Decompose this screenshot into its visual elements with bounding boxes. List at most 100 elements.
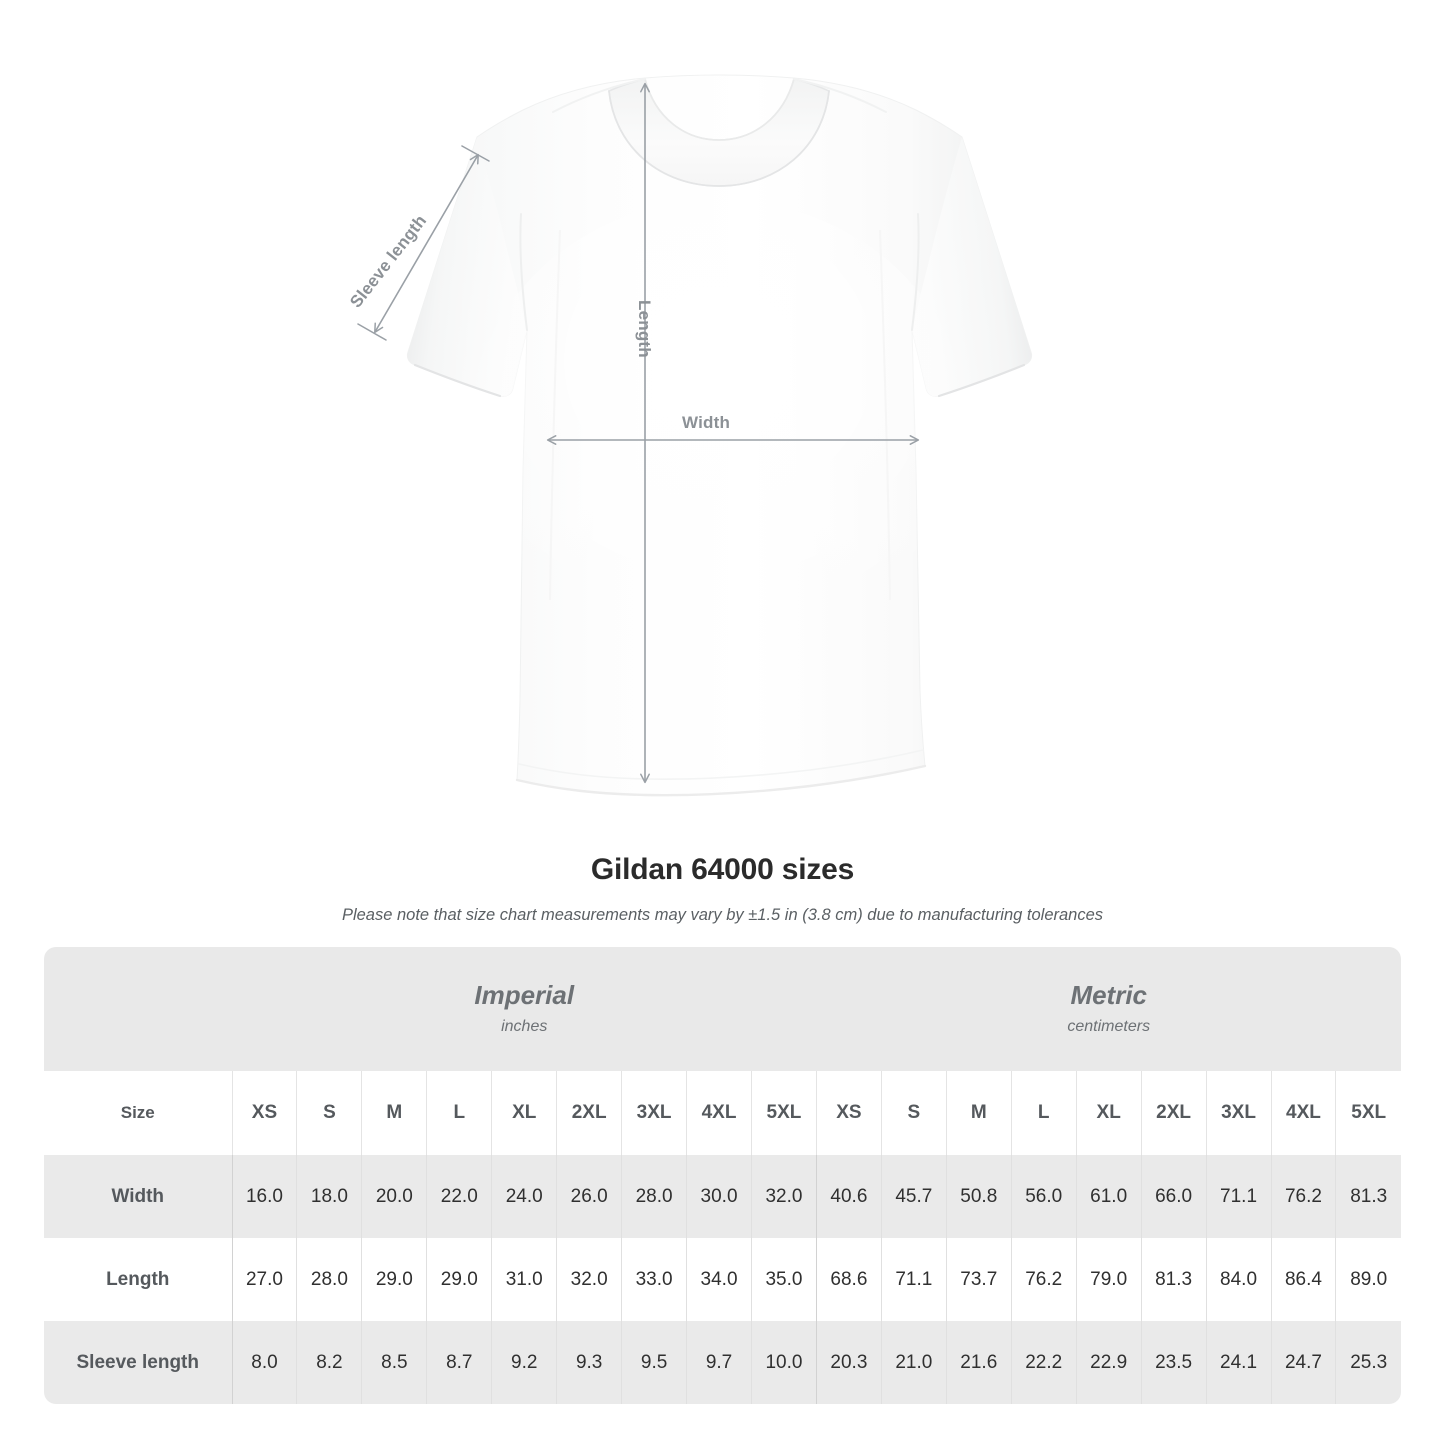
row-label-length: Length — [44, 1238, 232, 1321]
fabric-fold-right — [879, 229, 891, 601]
cell-length-imperial-4xl: 34.0 — [686, 1238, 752, 1321]
length-dimension-label: Length — [635, 300, 654, 358]
right-sleeve — [912, 137, 1032, 397]
size-header-metric-l: L — [1010, 1071, 1077, 1155]
right-shoulder-seam — [793, 78, 887, 113]
cell-length-metric-4xl: 86.4 — [1270, 1238, 1336, 1321]
unit-band-metric: Metric centimeters — [816, 947, 1401, 1071]
tshirt-shape — [406, 74, 1033, 797]
cell-length-imperial-s: 28.0 — [296, 1238, 362, 1321]
cell-sleeve-length-imperial-xl: 9.2 — [491, 1321, 557, 1404]
size-header-metric-4xl: 4XL — [1270, 1071, 1336, 1155]
size-header-metric-5xl: 5XL — [1335, 1071, 1401, 1155]
size-header-metric-m: M — [945, 1071, 1012, 1155]
left-shoulder-seam — [552, 78, 646, 113]
cell-length-imperial-l: 29.0 — [426, 1238, 492, 1321]
cell-sleeve-length-metric-2xl: 23.5 — [1140, 1321, 1207, 1404]
cell-width-metric-3xl: 71.1 — [1205, 1155, 1272, 1238]
cell-width-imperial-3xl: 28.0 — [621, 1155, 687, 1238]
cell-width-metric-xs: 40.6 — [815, 1155, 882, 1238]
size-header-imperial-m: M — [361, 1071, 427, 1155]
cell-sleeve-length-metric-m: 21.6 — [945, 1321, 1012, 1404]
size-header-metric-3xl: 3XL — [1205, 1071, 1272, 1155]
left-sleeve-hem — [413, 363, 502, 398]
neck-opening — [644, 78, 795, 141]
cell-length-metric-xl: 79.0 — [1075, 1238, 1142, 1321]
size-header-imperial-xs: XS — [231, 1071, 297, 1155]
cell-width-imperial-xl: 24.0 — [491, 1155, 557, 1238]
cell-length-imperial-5xl: 35.0 — [751, 1238, 817, 1321]
cell-length-imperial-2xl: 32.0 — [556, 1238, 622, 1321]
right-armhole-seam — [911, 213, 920, 331]
cell-width-metric-l: 56.0 — [1010, 1155, 1077, 1238]
size-header-metric-2xl: 2XL — [1140, 1071, 1207, 1155]
size-header-imperial-l: L — [426, 1071, 492, 1155]
sleeve-length-arrow — [374, 153, 479, 334]
cell-width-imperial-xs: 16.0 — [231, 1155, 297, 1238]
tolerance-note: Please note that size chart measurements… — [341, 906, 1104, 924]
size-header-metric-xs: XS — [815, 1071, 882, 1155]
bottom-hem-stitch — [518, 749, 924, 780]
cell-length-metric-5xl: 89.0 — [1335, 1238, 1401, 1321]
cell-length-imperial-m: 29.0 — [361, 1238, 427, 1321]
cell-sleeve-length-metric-xs: 20.3 — [815, 1321, 882, 1404]
cell-length-imperial-xs: 27.0 — [231, 1238, 297, 1321]
cell-width-imperial-5xl: 32.0 — [751, 1155, 817, 1238]
sleeve-tick-bottom — [357, 323, 387, 341]
size-chart-table: Imperial inches Metric centimeters Size XS S M L… — [44, 947, 1401, 1404]
chest-highlight — [469, 200, 969, 660]
cell-width-imperial-m: 20.0 — [361, 1155, 427, 1238]
cell-sleeve-length-imperial-m: 8.5 — [361, 1321, 427, 1404]
cell-length-metric-m: 73.7 — [945, 1238, 1012, 1321]
cell-sleeve-length-imperial-l: 8.7 — [426, 1321, 492, 1404]
cell-width-imperial-l: 22.0 — [426, 1155, 492, 1238]
cell-length-metric-l: 76.2 — [1010, 1238, 1077, 1321]
cell-length-imperial-xl: 31.0 — [491, 1238, 557, 1321]
cell-length-metric-2xl: 81.3 — [1140, 1238, 1207, 1321]
size-header-imperial-s: S — [296, 1071, 362, 1155]
cell-sleeve-length-metric-xl: 22.9 — [1075, 1321, 1142, 1404]
cell-width-imperial-2xl: 26.0 — [556, 1155, 622, 1238]
cell-length-metric-xs: 68.6 — [815, 1238, 882, 1321]
table-row-length: Length 27.0 28.0 29.0 29.0 31.0 32.0 33.0 34.0 35… — [44, 1238, 1401, 1321]
row-label-sleeve-length: Sleeve length — [44, 1321, 232, 1404]
cell-width-metric-xl: 61.0 — [1075, 1155, 1142, 1238]
table-row-sleeve-length: Sleeve length 8.0 8.2 8.5 8.7 9.2 9.3 9.5 9.7 10.… — [44, 1321, 1401, 1404]
cell-sleeve-length-imperial-s: 8.2 — [296, 1321, 362, 1404]
cell-sleeve-length-metric-l: 22.2 — [1010, 1321, 1077, 1404]
cell-length-metric-s: 71.1 — [880, 1238, 947, 1321]
cell-length-imperial-3xl: 33.0 — [621, 1238, 687, 1321]
cell-sleeve-length-metric-5xl: 25.3 — [1335, 1321, 1401, 1404]
unit-band-row: Imperial inches Metric centimeters — [44, 947, 1401, 1071]
cell-sleeve-length-imperial-3xl: 9.5 — [621, 1321, 687, 1404]
size-header-imperial-4xl: 4XL — [686, 1071, 752, 1155]
width-dimension-label: Width — [682, 413, 731, 432]
right-sleeve-hem — [937, 363, 1026, 398]
cell-sleeve-length-imperial-xs: 8.0 — [231, 1321, 297, 1404]
table-row-width: Width 16.0 18.0 20.0 22.0 24.0 26.0 28.0 30.0 32.… — [44, 1155, 1401, 1238]
unit-band-spacer — [44, 947, 232, 1071]
size-header-row: Size XS S M L XL 2XL 3XL 4XL 5XL XS S M L XL 2XL 3XL 4XL 5… — [44, 1071, 1401, 1155]
cell-sleeve-length-metric-3xl: 24.1 — [1205, 1321, 1272, 1404]
size-header-imperial-3xl: 3XL — [621, 1071, 687, 1155]
cell-sleeve-length-imperial-2xl: 9.3 — [556, 1321, 622, 1404]
cell-width-metric-5xl: 81.3 — [1335, 1155, 1401, 1238]
fabric-fold-left — [549, 229, 561, 601]
cell-sleeve-length-imperial-4xl: 9.7 — [686, 1321, 752, 1404]
bottom-hem — [515, 764, 927, 797]
tshirt-diagram-panel: Width Length Sleeve length — [346, 74, 1033, 797]
sleeve-tick-top — [461, 145, 490, 162]
size-header-metric-s: S — [880, 1071, 947, 1155]
unit-subtitle: inches — [501, 1018, 548, 1036]
size-header-imperial-5xl: 5XL — [751, 1071, 817, 1155]
size-label-header: Size — [44, 1071, 232, 1155]
unit-band-imperial: Imperial inches — [232, 947, 817, 1071]
row-label-width: Width — [44, 1155, 232, 1238]
size-header-imperial-2xl: 2XL — [556, 1071, 622, 1155]
cell-length-metric-3xl: 84.0 — [1205, 1238, 1272, 1321]
collar-seam — [608, 90, 830, 187]
unit-name: Imperial — [474, 979, 575, 1010]
cell-sleeve-length-imperial-5xl: 10.0 — [751, 1321, 817, 1404]
cell-width-metric-2xl: 66.0 — [1140, 1155, 1207, 1238]
cell-width-imperial-4xl: 30.0 — [686, 1155, 752, 1238]
